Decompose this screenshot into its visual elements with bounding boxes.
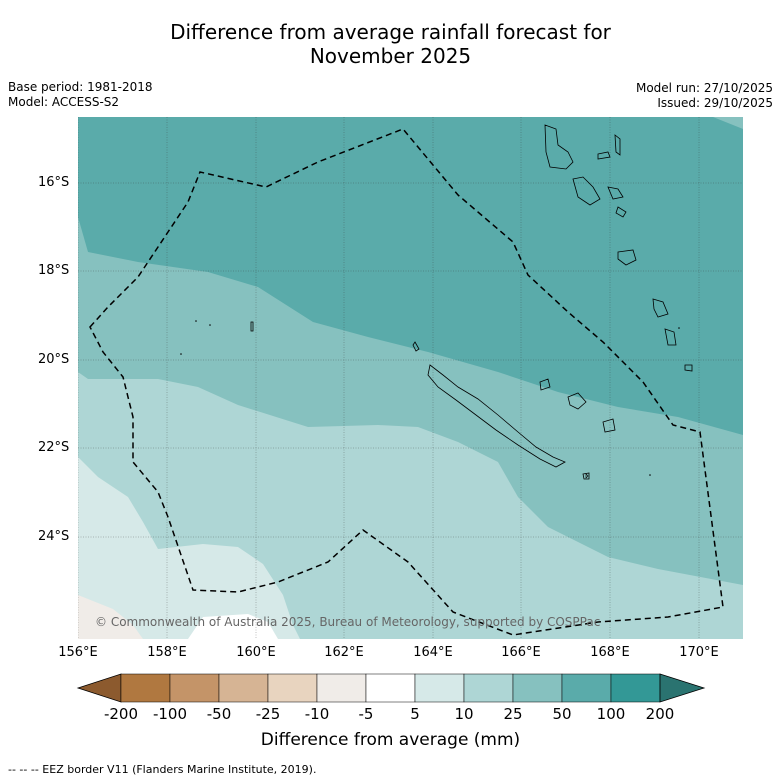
colorbar xyxy=(76,673,706,703)
map-title: Difference from average rainfall forecas… xyxy=(0,20,781,68)
copyright-notice: © Commonwealth of Australia 2025, Bureau… xyxy=(95,615,601,629)
islet-1 xyxy=(195,320,197,322)
colorbar-tick: 5 xyxy=(410,705,420,723)
lon-label-164e: 164°E xyxy=(413,645,453,660)
colorbar-tick: 50 xyxy=(552,705,572,723)
colorbar-tick: 200 xyxy=(645,705,675,723)
walpole-islet xyxy=(585,473,589,479)
lat-label-22s: 22°S xyxy=(38,440,70,455)
colorbar-arrow-low xyxy=(76,673,122,703)
colorbar-tick: 25 xyxy=(503,705,523,723)
colorbar-swatch-n5-p5 xyxy=(365,673,416,703)
colorbar-tick: -10 xyxy=(304,705,330,723)
chesterfield-islands xyxy=(250,321,254,332)
band-100-200-corner xyxy=(713,117,743,129)
colorbar-swatch-p5-p10 xyxy=(414,673,465,703)
colorbar-tick: 100 xyxy=(596,705,626,723)
islet-3 xyxy=(180,353,182,355)
colorbar-swatch-n10-n5 xyxy=(316,673,367,703)
issued-date: Issued: 29/10/2025 xyxy=(657,96,773,110)
vanuatu-pentecost xyxy=(597,151,611,160)
band-neutral-2 xyxy=(188,614,278,639)
new-caledonia-north xyxy=(412,341,420,352)
lat-label-16s: 16°S xyxy=(38,175,70,190)
loyalty-islands-3 xyxy=(602,418,616,433)
title-line-2: November 2025 xyxy=(309,44,472,68)
colorbar-tick: -200 xyxy=(103,705,139,723)
title-line-1: Difference from average rainfall forecas… xyxy=(170,20,611,44)
vanuatu-malekula xyxy=(572,176,601,206)
colorbar-tick: -100 xyxy=(152,705,188,723)
band-neutral xyxy=(78,595,143,639)
vanuatu-maewo xyxy=(614,134,621,156)
lat-label-18s: 18°S xyxy=(38,263,70,278)
eez-legend: -- -- -- EEZ border V11 (Flanders Marine… xyxy=(8,763,317,776)
lat-label-24s: 24°S xyxy=(38,529,70,544)
isle-of-pines xyxy=(582,472,590,480)
vanuatu-epi xyxy=(615,206,627,218)
vanuatu-tanna xyxy=(664,328,677,346)
colorbar-arrow-high xyxy=(659,673,706,703)
colorbar-swatch-n100-n50 xyxy=(169,673,220,703)
vanuatu-efate xyxy=(617,249,637,266)
islet-2 xyxy=(209,324,211,326)
colorbar-swatch-p25-p50 xyxy=(512,673,563,703)
islet-5 xyxy=(678,327,680,329)
colorbar-tick: -50 xyxy=(206,705,232,723)
colorbar-swatch-n50-n25 xyxy=(218,673,269,703)
lon-label-168e: 168°E xyxy=(590,645,630,660)
loyalty-islands-2 xyxy=(567,392,587,410)
colorbar-tick: 10 xyxy=(454,705,474,723)
meta-left: Base period: 1981-2018 Model: ACCESS-S2 xyxy=(8,80,153,110)
lat-label-20s: 20°S xyxy=(38,352,70,367)
graticule xyxy=(78,117,743,639)
lon-label-160e: 160°E xyxy=(236,645,276,660)
vanuatu-aneityum xyxy=(684,364,693,372)
vanuatu-espiritu-santo xyxy=(544,124,574,170)
meta-right: Model run: 27/10/2025 Issued: 29/10/2025 xyxy=(636,81,773,111)
band-5-10 xyxy=(78,457,300,639)
colorbar-tick: -5 xyxy=(358,705,374,723)
lon-label-166e: 166°E xyxy=(501,645,541,660)
lon-label-162e: 162°E xyxy=(324,645,364,660)
lon-label-170e: 170°E xyxy=(679,645,719,660)
lon-label-158e: 158°E xyxy=(147,645,187,660)
colorbar-swatch-p50-p100 xyxy=(561,673,612,703)
model-run: Model run: 27/10/2025 xyxy=(635,81,773,95)
vanuatu-ambrym xyxy=(607,186,624,200)
base-period: Base period: 1981-2018 xyxy=(8,80,153,94)
lon-label-156e: 156°E xyxy=(58,645,98,660)
colorbar-swatch-p100-p200 xyxy=(610,673,661,703)
colorbar-label: Difference from average (mm) xyxy=(260,730,521,750)
rainfall-map xyxy=(78,117,743,639)
colorbar-swatch-n200-n100 xyxy=(120,673,171,703)
new-caledonia xyxy=(427,364,566,468)
colorbar-tick: -25 xyxy=(255,705,281,723)
loyalty-islands-1 xyxy=(539,378,551,391)
vanuatu-erromango xyxy=(652,298,669,318)
colorbar-swatch-n25-n10 xyxy=(267,673,318,703)
islet-4 xyxy=(649,474,651,476)
model-name: Model: ACCESS-S2 xyxy=(8,95,120,109)
colorbar-swatch-p10-p25 xyxy=(463,673,514,703)
